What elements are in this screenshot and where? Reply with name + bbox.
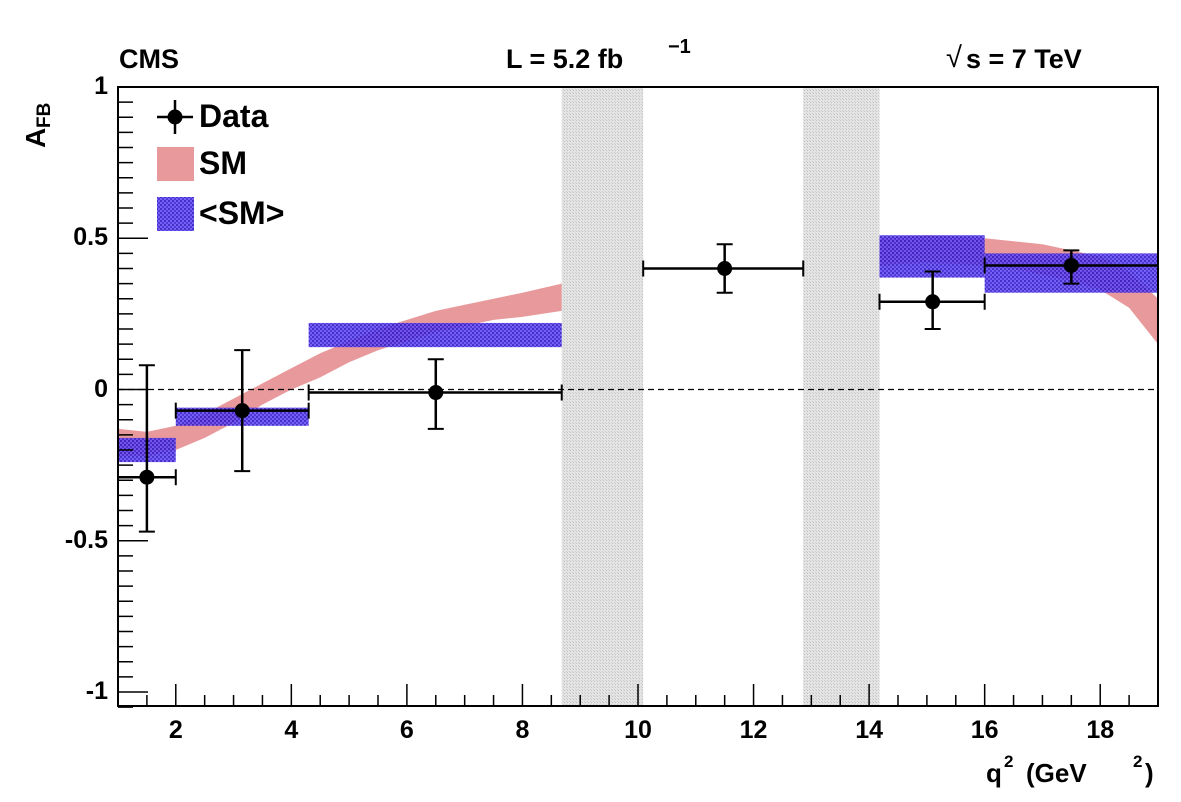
legend-sm-swatch [157,147,194,181]
data-marker [1063,257,1079,273]
data-point-4 [642,243,805,294]
data-marker [139,469,155,485]
data-point-5 [878,270,986,330]
legend-binned-swatch [157,197,194,231]
x-tick-label: 12 [739,716,768,744]
y-axis-subscript: FB [34,102,55,128]
data-point-2 [174,349,310,473]
luminosity-label: L = 5.2 fb [506,44,624,74]
x-tick-label: 6 [399,716,414,744]
x-tick-label: 4 [284,716,299,744]
legend-data-marker [167,109,183,125]
y-tick-label: 0 [94,374,108,403]
sm-binned-box-4 [879,235,985,278]
y-tick-label: -0.5 [64,525,108,554]
data-point-3 [307,358,563,430]
data-marker [428,385,444,401]
energy-root-symbol: √ [946,42,962,74]
experiment-label: CMS [119,44,179,74]
x-tick-label: 16 [970,716,999,744]
y-axis-label: A [20,127,51,148]
x-axis-label: q [986,758,1002,788]
energy-label: s = 7 TeV [966,44,1082,74]
y-tick-label: -1 [85,677,108,705]
x-tick-label: 14 [855,716,884,744]
veto-region-2 [803,87,880,706]
y-tick-label: 0.5 [73,223,108,252]
sm-binned-box-3 [308,322,562,348]
x-tick-label: 10 [624,716,652,744]
x-axis-units: (GeV [1026,758,1087,788]
legend-label-2: SM [199,145,247,181]
x-axis-exponent: 2 [1004,752,1014,771]
x-tick-label: 18 [1086,716,1115,744]
y-tick-label: 1 [94,72,108,100]
x-axis-units-close: ) [1145,758,1154,788]
legend-label-1: Data [199,98,269,134]
data-marker [717,261,733,276]
luminosity-exponent: −1 [668,36,691,58]
x-tick-label: 2 [168,716,183,744]
data-marker [234,403,250,419]
veto-region-1 [561,87,644,706]
x-tick-label: 8 [515,716,530,744]
x-axis-units-exponent: 2 [1133,752,1143,771]
legend-label-3: <SM> [199,195,285,231]
data-marker [925,294,941,310]
